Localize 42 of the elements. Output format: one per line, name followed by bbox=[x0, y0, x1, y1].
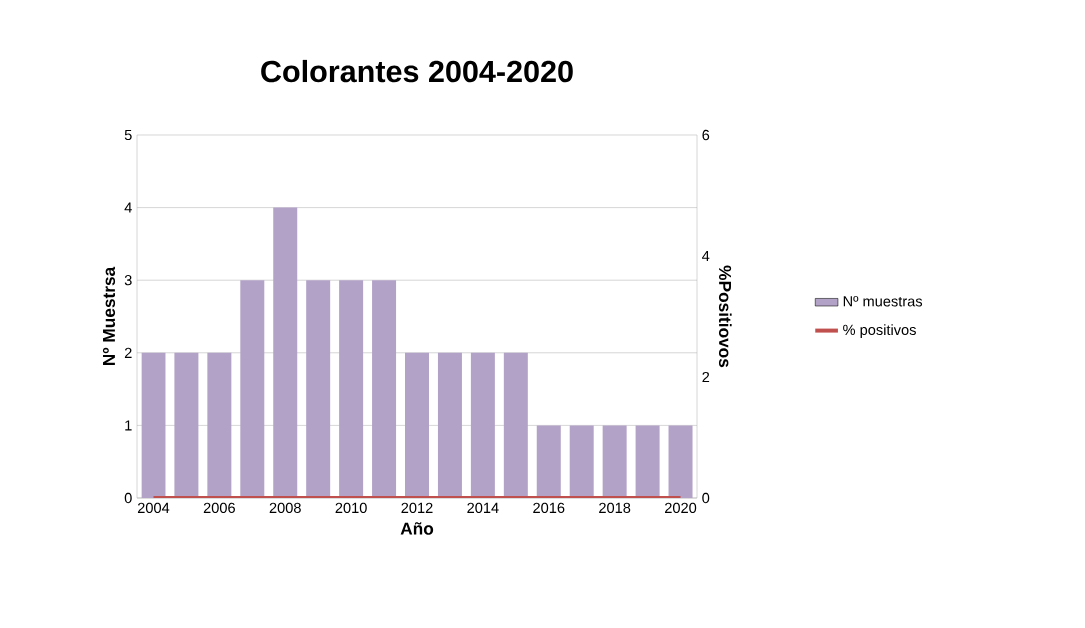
y-tick-label: 3 bbox=[124, 275, 132, 286]
y2-axis-title: %Positiovos bbox=[718, 265, 732, 368]
x-tick-label: 2004 bbox=[137, 502, 170, 514]
bar bbox=[207, 352, 232, 498]
bar bbox=[174, 352, 199, 498]
bar bbox=[602, 425, 627, 498]
bar bbox=[536, 425, 561, 498]
x-tick-label: 2016 bbox=[533, 502, 565, 514]
x-tick-label: 2012 bbox=[401, 502, 433, 514]
y-tick-label: 1 bbox=[125, 420, 132, 431]
bar bbox=[372, 280, 397, 498]
bar bbox=[240, 280, 265, 498]
bar bbox=[273, 207, 298, 498]
y2-tick-label: 2 bbox=[702, 371, 710, 383]
bar bbox=[141, 352, 166, 498]
y2-tick-label: 0 bbox=[702, 492, 710, 504]
bar bbox=[437, 352, 462, 498]
y-tick-label: 4 bbox=[124, 202, 132, 213]
y2-tick-label: 6 bbox=[702, 129, 710, 141]
bar bbox=[470, 352, 495, 498]
chart-title: Colorantes 2004-2020 bbox=[261, 59, 573, 83]
legend-label: % positivos bbox=[843, 324, 916, 338]
x-tick-label: 2018 bbox=[599, 502, 631, 514]
y2-tick-label: 4 bbox=[702, 250, 710, 262]
bar bbox=[569, 425, 594, 498]
x-tick-label: 2008 bbox=[269, 502, 301, 514]
y-tick-label: 2 bbox=[124, 347, 132, 358]
y-tick-label: 5 bbox=[124, 129, 132, 141]
x-tick-label: 2014 bbox=[467, 502, 499, 514]
x-tick-label: 2010 bbox=[335, 502, 367, 514]
bar bbox=[339, 280, 364, 498]
bar bbox=[635, 425, 660, 498]
bar bbox=[503, 352, 528, 498]
y-tick-label: 0 bbox=[124, 492, 132, 504]
x-tick-label: 2020 bbox=[665, 502, 697, 514]
x-tick-label: 2006 bbox=[203, 502, 235, 514]
bar bbox=[405, 352, 430, 498]
legend-label: Nº muestras bbox=[843, 296, 923, 307]
y-axis-title: Nº Muestrsa bbox=[102, 266, 116, 366]
bar bbox=[306, 280, 331, 498]
x-axis-title: Año bbox=[400, 522, 434, 535]
bar bbox=[668, 425, 693, 498]
